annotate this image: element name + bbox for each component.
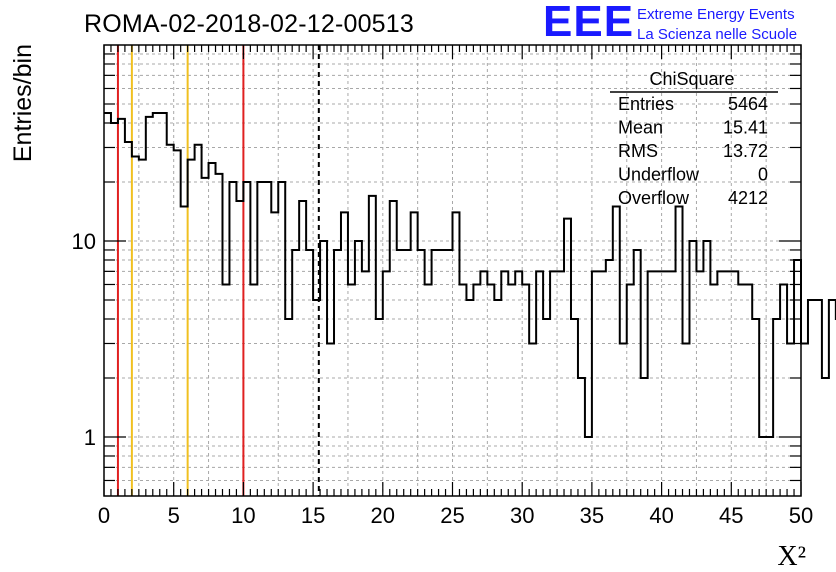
stats-title: ChiSquare bbox=[649, 69, 734, 89]
stats-row-value: 4212 bbox=[728, 188, 768, 208]
y-axis-label: Entries/bin bbox=[9, 44, 37, 162]
stats-row-label: Entries bbox=[618, 94, 674, 114]
x-tick-label: 50 bbox=[789, 503, 813, 528]
axis-ticks bbox=[103, 45, 802, 496]
logo-mark: EEE bbox=[543, 0, 635, 46]
x-axis-label: X² bbox=[777, 541, 806, 572]
stats-row-label: Overflow bbox=[618, 188, 690, 208]
y-tick-label: 1 bbox=[84, 425, 96, 450]
grid bbox=[104, 45, 801, 496]
stats-row-label: Underflow bbox=[618, 165, 700, 185]
x-tick-label: 10 bbox=[231, 503, 255, 528]
stats-row-value: 15.41 bbox=[723, 118, 768, 138]
x-tick-label: 40 bbox=[649, 503, 673, 528]
x-tick-label: 20 bbox=[371, 503, 395, 528]
tick-labels: 0 5 10 15 20 25 30 35 40 45 50 1 10 bbox=[72, 229, 814, 528]
x-tick-label: 15 bbox=[301, 503, 325, 528]
stats-row-label: Mean bbox=[618, 118, 663, 138]
x-tick-label: 30 bbox=[510, 503, 534, 528]
reference-lines bbox=[116, 45, 320, 496]
stats-row-value: 5464 bbox=[728, 94, 768, 114]
y-tick-label: 10 bbox=[72, 229, 96, 254]
x-tick-label: 45 bbox=[719, 503, 743, 528]
logo-line2: La Scienza nelle Scuole bbox=[637, 26, 798, 43]
stats-box: ChiSquare Entries 5464 Mean 15.41 RMS 13.72 Un… bbox=[610, 69, 778, 208]
page-title: ROMA-02-2018-02-12-00513 bbox=[84, 10, 414, 38]
x-tick-label: 5 bbox=[168, 503, 180, 528]
x-tick-label: 25 bbox=[440, 503, 464, 528]
x-tick-label: 0 bbox=[98, 503, 110, 528]
stats-row-value: 0 bbox=[758, 165, 768, 185]
x-tick-label: 35 bbox=[580, 503, 604, 528]
histogram-series bbox=[104, 111, 836, 438]
stats-row-value: 13.72 bbox=[723, 141, 768, 161]
logo-line1: Extreme Energy Events bbox=[637, 6, 795, 23]
stats-row-label: RMS bbox=[618, 141, 658, 161]
